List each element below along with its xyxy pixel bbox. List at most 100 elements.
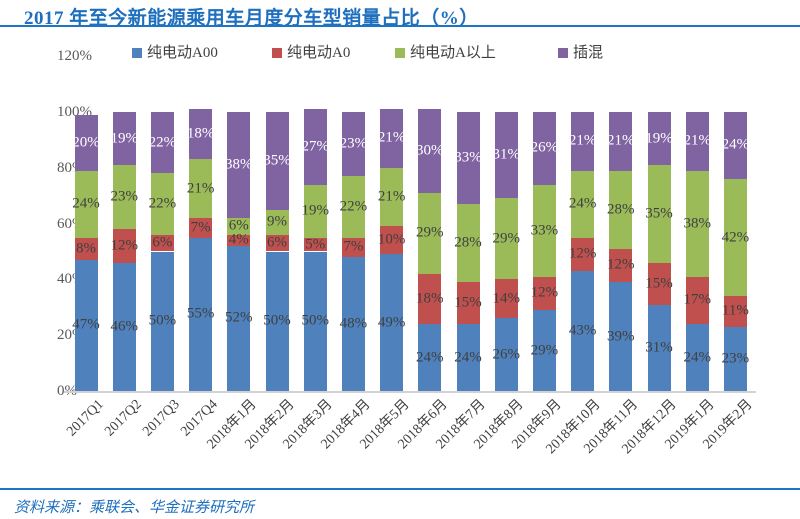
bar-segment: 26% — [530, 112, 559, 185]
bar-segment: 21% — [187, 159, 214, 218]
bar-value-label: 21% — [568, 132, 597, 149]
legend-swatch-icon — [272, 48, 282, 58]
bar-value-label: 11% — [721, 302, 749, 319]
bar-value-label: 29% — [492, 230, 520, 247]
legend-item: 插混 — [558, 45, 603, 61]
bar-segment: 43% — [569, 271, 596, 391]
bar-value-label: 49% — [377, 314, 406, 331]
bar-segment: 12% — [568, 237, 597, 272]
bar-value-label: 14% — [492, 290, 520, 307]
x-axis-category-label: 2017Q3 — [140, 397, 184, 440]
bar-segment: 50% — [301, 251, 329, 391]
bar-value-label: 17% — [683, 291, 711, 308]
bar-segment: 24% — [683, 324, 711, 391]
legend-label: 纯电动A00 — [147, 45, 218, 61]
bar-segment: 14% — [492, 279, 520, 319]
bar-value-label: 50% — [263, 312, 291, 329]
bar-value-label: 24% — [683, 349, 711, 365]
bar-value-label: 35% — [263, 152, 291, 169]
bar-value-label: 23% — [110, 188, 138, 205]
bar-segment: 29% — [492, 198, 520, 280]
bar-segment: 52% — [225, 245, 253, 391]
bar-value-label: 20% — [72, 134, 100, 151]
bar-value-label: 38% — [225, 156, 253, 173]
bar-value-label: 26% — [492, 346, 520, 363]
bar-segment: 49% — [377, 254, 406, 391]
bar-segment: 26% — [492, 318, 520, 391]
bar-value-label: 19% — [110, 130, 138, 146]
bar-value-label: 19% — [645, 130, 673, 146]
bar-segment: 21% — [683, 112, 711, 171]
legend-swatch-icon — [395, 48, 405, 58]
y-axis-tick-label: 120% — [57, 48, 92, 65]
bar-value-label: 24% — [721, 136, 750, 153]
x-axis-line — [64, 391, 756, 393]
bar-segment: 28% — [607, 170, 635, 249]
bar-value-label: 18% — [186, 125, 215, 142]
bar-segment: 38% — [683, 170, 711, 277]
bar-value-label: 21% — [607, 132, 635, 149]
bar-segment: 7% — [189, 218, 213, 238]
bar-segment: 29% — [531, 310, 558, 391]
footer-divider — [0, 488, 800, 490]
bar-value-label: 24% — [454, 349, 482, 365]
legend-item: 纯电动A以上 — [395, 45, 496, 61]
bar-segment: 21% — [378, 167, 405, 227]
bar-segment: 6% — [227, 217, 251, 235]
bar-value-label: 31% — [645, 339, 673, 356]
bar-value-label: 33% — [454, 149, 482, 166]
bar-value-label: 27% — [301, 138, 329, 155]
bar-value-label: 24% — [416, 349, 444, 365]
bar-segment: 7% — [341, 237, 365, 258]
legend-label: 纯电动A以上 — [410, 45, 496, 61]
bar-value-label: 7% — [190, 219, 211, 236]
bar-segment: 38% — [225, 112, 253, 219]
bar-segment: 35% — [645, 165, 673, 263]
bar-value-label: 15% — [454, 294, 482, 311]
bar-value-label: 12% — [110, 237, 138, 254]
legend-swatch-icon — [558, 48, 568, 58]
bar-segment: 31% — [645, 304, 673, 391]
bar-value-label: 47% — [72, 316, 100, 333]
bar-segment: 22% — [339, 176, 368, 238]
bar-segment: 28% — [454, 204, 482, 283]
bar-value-label: 12% — [568, 245, 597, 262]
bar-segment: 18% — [186, 109, 215, 160]
bar-value-label: 12% — [607, 256, 635, 273]
bar-segment: 19% — [645, 112, 673, 165]
bar-value-label: 22% — [148, 195, 177, 212]
bar-segment: 15% — [454, 282, 482, 325]
bar-value-label: 50% — [301, 312, 329, 329]
bar-value-label: 5% — [305, 236, 326, 253]
bar-value-label: 50% — [148, 312, 177, 329]
bar-segment: 12% — [531, 276, 558, 311]
bar-segment: 35% — [263, 112, 291, 210]
bar-value-label: 28% — [454, 234, 482, 251]
bar-segment: 31% — [492, 112, 520, 199]
bar-value-label: 4% — [228, 231, 249, 248]
bar-segment: 19% — [301, 184, 329, 238]
bar-segment: 29% — [416, 192, 444, 274]
chart-title: 2017 年至今新能源乘用车月度分车型销量占比（%） — [24, 8, 479, 29]
bar-segment: 11% — [721, 296, 749, 327]
bar-value-label: 21% — [683, 132, 711, 149]
bar-segment: 12% — [110, 229, 138, 263]
bar-value-label: 46% — [110, 318, 138, 335]
bar-segment: 22% — [148, 173, 177, 235]
bar-segment: 12% — [607, 248, 635, 283]
bar-segment: 24% — [721, 112, 750, 179]
bar-segment: 24% — [416, 324, 444, 391]
bar-segment: 20% — [72, 114, 100, 171]
bar-segment: 23% — [722, 326, 749, 391]
bar-segment: 23% — [110, 165, 138, 230]
source-note: 资料来源：乘联会、华金证券研究所 — [14, 500, 255, 516]
bar-value-label: 8% — [76, 240, 96, 257]
bar-value-label: 22% — [339, 198, 368, 215]
legend-swatch-icon — [132, 48, 142, 58]
bar-value-label: 6% — [228, 217, 249, 234]
bar-segment: 18% — [416, 273, 444, 325]
bar-segment: 39% — [607, 282, 635, 391]
bar-value-label: 26% — [530, 139, 559, 156]
bar-value-label: 31% — [492, 146, 520, 163]
